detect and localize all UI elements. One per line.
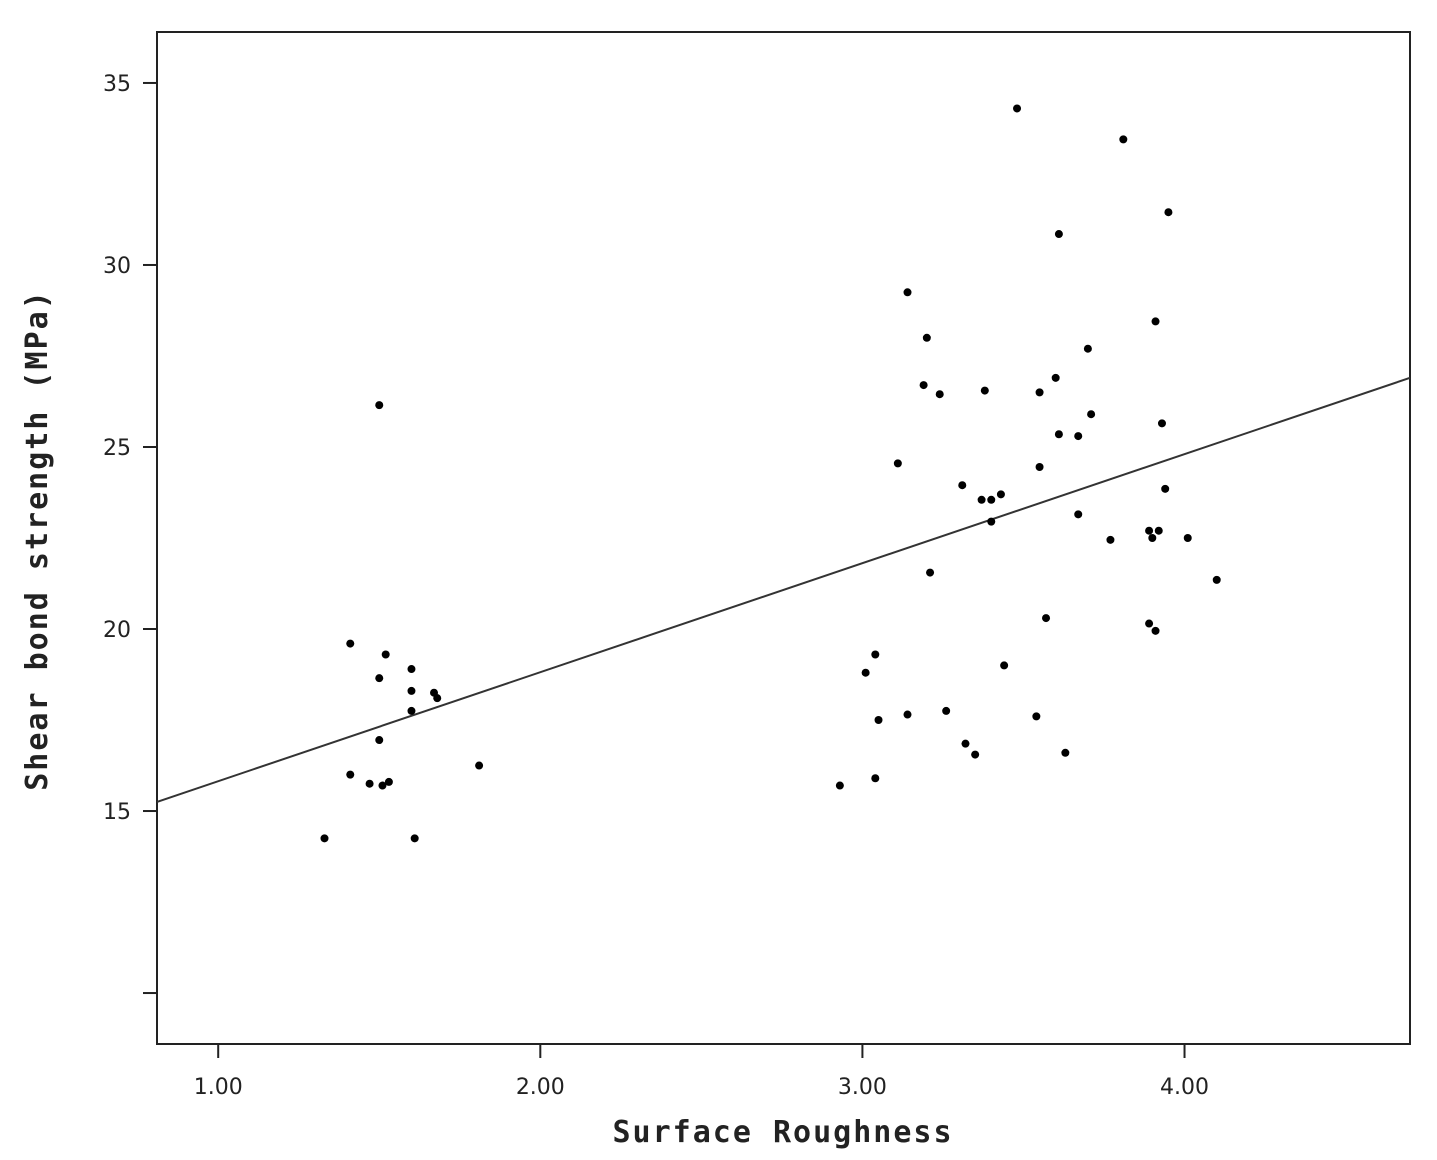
x-tick-label: 3.00 <box>838 1075 887 1100</box>
data-point <box>1074 510 1083 519</box>
data-point <box>407 686 416 695</box>
data-point <box>407 706 416 715</box>
data-point <box>980 386 989 395</box>
data-point <box>1000 661 1009 670</box>
data-point <box>871 650 880 659</box>
data-point <box>1074 432 1083 441</box>
data-point <box>433 694 442 703</box>
data-point <box>835 781 844 790</box>
data-point <box>1106 535 1115 544</box>
data-point <box>874 716 883 725</box>
data-point <box>1061 748 1070 757</box>
plot-area <box>156 104 1411 843</box>
data-point <box>1154 526 1163 535</box>
data-point <box>407 665 416 674</box>
data-point <box>1042 614 1051 623</box>
data-point <box>1051 373 1060 382</box>
y-tick-label: 20 <box>103 618 131 643</box>
plot-frame <box>156 31 1411 1045</box>
data-point <box>365 779 374 788</box>
x-tick-label: 2.00 <box>516 1075 565 1100</box>
data-point <box>1035 388 1044 397</box>
y-tick-label: 15 <box>103 800 131 825</box>
data-point <box>410 834 419 843</box>
y-tick-label: 35 <box>103 72 131 97</box>
data-point <box>1083 344 1092 353</box>
x-axis: 1.00 2.00 3.00 4.00 <box>194 1044 1209 1100</box>
data-point <box>903 288 912 297</box>
data-point <box>903 710 912 719</box>
data-point <box>1157 419 1166 428</box>
data-point <box>922 333 931 342</box>
data-point <box>346 639 355 648</box>
data-point <box>919 381 928 390</box>
regression-line <box>156 376 1411 803</box>
y-axis: 15 20 25 30 35 <box>103 72 157 995</box>
data-point <box>1054 430 1063 439</box>
data-point <box>1119 135 1128 144</box>
data-point <box>1164 208 1173 217</box>
data-point <box>987 495 996 504</box>
data-point <box>977 495 986 504</box>
y-tick-label: 30 <box>103 254 131 279</box>
data-point <box>375 401 384 410</box>
data-point <box>942 706 951 715</box>
x-axis-title: Surface Roughness <box>612 1115 953 1150</box>
y-axis-title: Shear bond strength (MPa) <box>20 289 55 791</box>
data-point <box>935 390 944 399</box>
data-point <box>1145 526 1154 535</box>
data-point <box>1183 534 1192 542</box>
data-point <box>375 674 384 683</box>
data-point <box>1054 230 1063 239</box>
data-point <box>861 668 870 677</box>
data-point <box>375 736 384 745</box>
data-point <box>971 750 980 759</box>
data-point <box>475 761 484 770</box>
data-point <box>893 459 902 468</box>
data-point <box>1151 317 1160 326</box>
data-point <box>1212 575 1221 584</box>
data-point <box>987 517 996 526</box>
data-point <box>958 481 967 490</box>
y-tick-label: 25 <box>103 436 131 461</box>
data-point <box>1013 104 1022 113</box>
data-point <box>320 834 329 843</box>
data-point <box>378 781 387 790</box>
data-point <box>1148 534 1157 542</box>
data-point <box>1145 619 1154 628</box>
data-point <box>961 739 970 748</box>
data-point <box>1087 410 1096 419</box>
data-point <box>346 770 355 779</box>
x-tick-label: 4.00 <box>1160 1075 1209 1100</box>
data-point <box>1161 484 1170 493</box>
x-tick-label: 1.00 <box>194 1075 243 1100</box>
data-point <box>926 568 935 577</box>
data-point <box>996 490 1005 499</box>
data-point <box>1151 626 1160 635</box>
data-point <box>381 650 390 659</box>
data-point <box>871 774 880 783</box>
data-point <box>1032 712 1041 721</box>
data-point <box>384 777 393 786</box>
data-point <box>1035 463 1044 472</box>
